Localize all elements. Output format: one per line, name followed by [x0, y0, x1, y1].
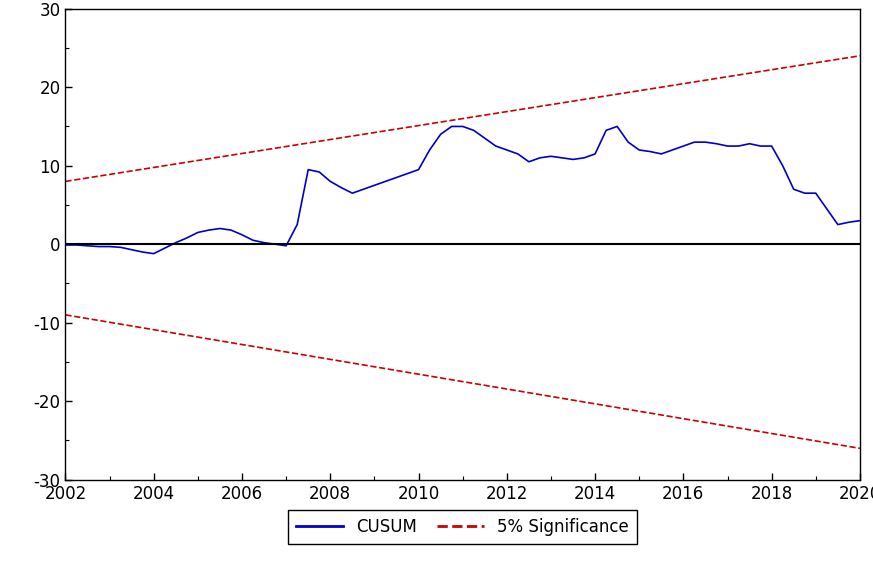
Legend: CUSUM, 5% Significance: CUSUM, 5% Significance	[288, 510, 637, 544]
